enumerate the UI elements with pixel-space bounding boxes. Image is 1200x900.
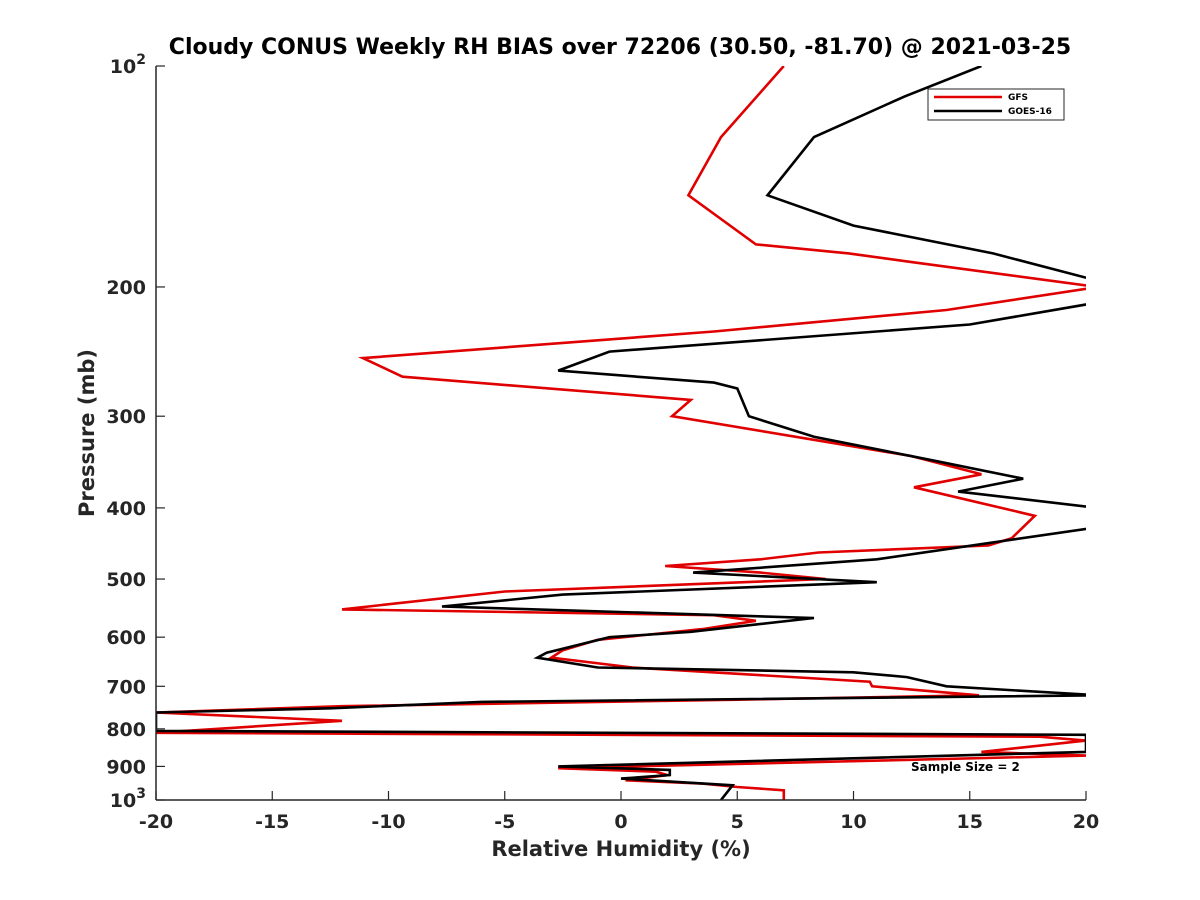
y-tick-label: 700	[106, 676, 146, 698]
x-tick-label: -5	[494, 811, 515, 833]
x-tick-label: 20	[1073, 811, 1099, 833]
x-tick-label: 5	[731, 811, 744, 833]
y-axis-label: Pressure (mb)	[75, 349, 99, 517]
x-tick-label: -20	[139, 811, 173, 833]
series-line-goes-16	[156, 66, 1086, 800]
sample-size-annotation: Sample Size = 2	[911, 760, 1020, 774]
x-ticks: -20 -15 -10 -5 0 5 10 15 20	[139, 791, 1099, 833]
y-ticks: 102 200 300 400 500 600 700 800 900 103	[106, 52, 165, 812]
plot-area: -20 -15 -10 -5 0 5 10 15 20 102 200 300 400 500 600 70…	[106, 52, 1099, 833]
y-tick-label: 300	[106, 406, 146, 428]
x-tick-label: -15	[255, 811, 289, 833]
y-tick-label: 400	[106, 498, 146, 520]
x-axis-label: Relative Humidity (%)	[491, 837, 750, 861]
legend: GFS GOES-16	[927, 88, 1065, 121]
y-tick-label: 102	[110, 52, 146, 78]
y-tick-label: 900	[106, 756, 146, 778]
legend-box	[927, 88, 1065, 121]
series-line-gfs	[156, 66, 1086, 800]
y-tick-label: 103	[110, 786, 146, 812]
y-tick-label: 500	[106, 569, 146, 591]
chart-title: Cloudy CONUS Weekly RH BIAS over 72206 (…	[169, 35, 1071, 60]
y-tick-label: 800	[106, 719, 146, 741]
y-tick-label: 200	[106, 277, 146, 299]
x-tick-label: 15	[957, 811, 983, 833]
x-tick-label: -10	[371, 811, 405, 833]
y-tick-label: 600	[106, 627, 146, 649]
x-tick-label: 0	[614, 811, 627, 833]
x-tick-label: 10	[840, 811, 866, 833]
legend-goes16-label: GOES-16	[1008, 107, 1052, 117]
legend-gfs-label: GFS	[1008, 93, 1028, 103]
